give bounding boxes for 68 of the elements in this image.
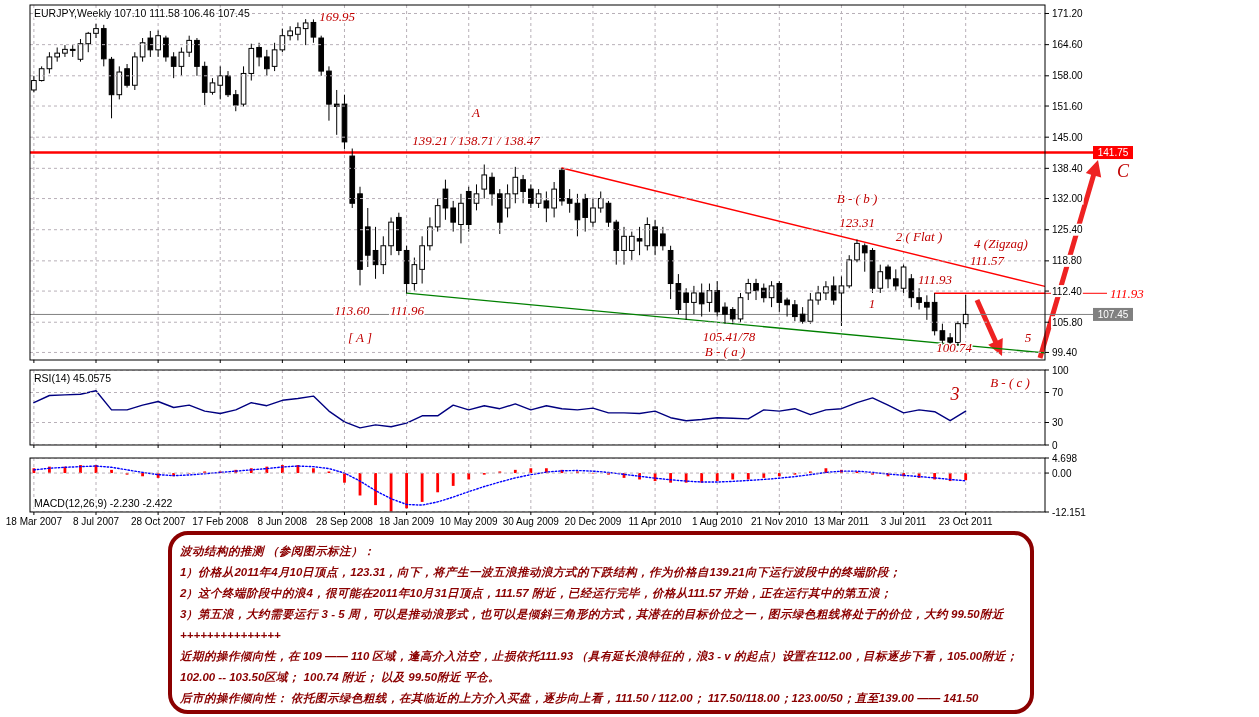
annotation: 111.96 [390, 302, 425, 318]
y-tick-label: 30 [1052, 417, 1064, 428]
annotation: B - ( b ) [836, 190, 878, 206]
text: 后市的操作倾向性： 依托图示绿色粗线，在其临近的上方介入买盘，逐步向上看，111.50 / 112.00； 117.50/118.00；123.00/50；直至139.00 —— 141.50 [179, 691, 980, 705]
x-tick-label: 30 Aug 2009 [502, 516, 560, 527]
y-tick-label: 158.00 [1052, 70, 1084, 82]
x-tick-label: 10 May 2009 [439, 516, 499, 527]
annotation: 2 ( Flat ) [895, 228, 943, 244]
annotation: 3 [949, 384, 960, 404]
y-tick-label: -12.151 [1052, 506, 1087, 518]
annotation: 139.21 / 138.71 / 138.47 [412, 132, 541, 148]
x-tick-label: 18 Jan 2009 [379, 516, 435, 527]
text: +++++++++++++++ [180, 629, 282, 641]
annotation: [ A ] [347, 329, 373, 345]
x-tick-label: 1 Aug 2010 [691, 516, 743, 527]
x-tick-label: 11 Apr 2010 [628, 516, 683, 527]
annotation: B - ( a ) [704, 343, 746, 359]
annotation: 4 (Zigzag) [974, 235, 1028, 251]
annotation: 5 [1024, 329, 1032, 345]
y-tick-label: 70 [1052, 387, 1064, 398]
y-tick-label: 112.40 [1052, 285, 1083, 297]
text: 近期的操作倾向性，在 109 —— 110 区域，逢高介入沽空，止损依托111.93 （具有延长浪特征的，浪3 - v 的起点）设置在112.00，目标逐步下看，105.00附近； [179, 649, 1022, 663]
x-tick-label: 28 Sep 2008 [316, 516, 374, 527]
text: MACD(12,26,9) -2.230 -2.422 [34, 497, 173, 509]
text: 3）第五浪，大约需要运行 3 - 5 周，可以是推动浪形式，也可以是倾斜三角形的方式，其潜在的目标价位之一，图示绿色粗线将处于的价位，大约 99.50附近 [180, 607, 1005, 621]
x-tick-label: 8 Jul 2007 [72, 516, 120, 527]
y-tick-label: 99.40 [1052, 346, 1078, 358]
y-tick-label: 151.60 [1052, 100, 1084, 112]
annotation: 111.93 [918, 271, 953, 287]
y-tick-label: 138.40 [1052, 162, 1084, 174]
text: 1）价格从2011年4月10日顶点，123.31，向下，将产生一波五浪推动浪方式的下跌结构，作为价格自139.21向下运行波段中的终端阶段； [180, 565, 901, 579]
x-tick-label: 18 Mar 2007 [5, 516, 63, 527]
annotation: 105.41/78 [702, 328, 756, 344]
x-tick-label: 21 Nov 2010 [750, 516, 809, 527]
y-tick-label: 145.00 [1052, 131, 1084, 143]
text: C [1116, 161, 1130, 181]
y-tick-label: 164.60 [1052, 39, 1084, 51]
ref-line-label: 141.75 [1097, 147, 1129, 159]
y-tick-label: 105.80 [1052, 316, 1084, 328]
annotation: 169.95 [319, 8, 356, 24]
x-tick-label: 20 Dec 2009 [564, 516, 622, 527]
legend-label: 111.93 [1110, 285, 1145, 301]
text: 102.00 -- 103.50区域； 100.74 附近； 以及 99.50附近 平仓。 [180, 671, 501, 683]
x-tick-label: 28 Oct 2007 [130, 516, 186, 527]
annotation: B - ( c ) [990, 374, 1030, 390]
annotation: A [471, 104, 481, 120]
annotation: 1 [868, 295, 876, 311]
x-tick-label: 8 Jun 2008 [257, 516, 308, 527]
annotation: 123.31 [839, 214, 875, 230]
y-tick-label: 118.80 [1052, 255, 1083, 267]
y-tick-label: 171.20 [1052, 8, 1084, 19]
y-tick-label: 4.698 [1052, 452, 1078, 464]
x-tick-label: 23 Oct 2011 [938, 516, 993, 527]
annotation: 113.60 [334, 302, 370, 318]
ref-line-label: 107.45 [1097, 308, 1129, 320]
x-tick-label: 17 Feb 2008 [192, 516, 249, 527]
y-tick-label: 100 [1052, 364, 1070, 376]
chart-title: EURJPY,Weekly 107.10 111.58 106.46 107.45 [34, 7, 250, 19]
y-tick-label: 125.40 [1052, 224, 1084, 236]
y-tick-label: 0.00 [1052, 467, 1072, 479]
x-tick-label: 13 Mar 2011 [813, 516, 870, 527]
chart-title: RSI(14) 45.0575 [34, 372, 112, 384]
text: 波动结构的推测 （参阅图示标注）： [179, 544, 376, 558]
y-tick-label: 132.00 [1052, 193, 1084, 205]
annotation: 111.57 [970, 252, 1005, 268]
x-tick-label: 3 Jul 2011 [880, 516, 927, 527]
y-tick-label: 0 [1052, 439, 1058, 451]
text: 2）这个终端阶段中的浪4，很可能在2011年10月31日顶点，111.57 附近，已经运行完毕，价格从111.57 开始，正在运行其中的第五浪； [179, 586, 893, 600]
